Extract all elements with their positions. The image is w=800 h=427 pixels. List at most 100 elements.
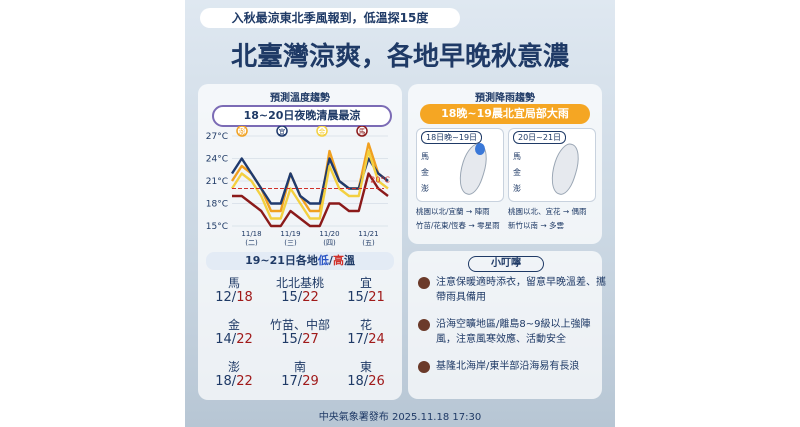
place-name: 馬 bbox=[227, 276, 240, 290]
high-temp: 26 bbox=[368, 374, 385, 389]
temp-range: 17/29 bbox=[268, 374, 332, 389]
map-shape bbox=[453, 140, 493, 198]
low-temp: 17 bbox=[281, 374, 298, 389]
title: 北臺灣涼爽，各地早晚秋意濃 bbox=[230, 42, 569, 72]
rain-box: 18日晚~19日馬金澎 bbox=[416, 128, 504, 202]
place-name: 東 bbox=[359, 360, 372, 374]
series-line bbox=[230, 142, 389, 213]
series-line bbox=[232, 172, 389, 228]
y-tick-label: 21°C bbox=[206, 177, 228, 187]
sep: / bbox=[363, 332, 369, 347]
island-label: 澎 bbox=[421, 184, 429, 193]
x-tick-label: 11/21 bbox=[358, 230, 378, 238]
tips-panel: 小叮嚀 注意保暖適時添衣，留意早晚溫差、攜帶雨具備用 沿海空曠地區/離島8~9級以… bbox=[408, 251, 606, 399]
place-name: 澎 bbox=[227, 360, 240, 374]
sep: / bbox=[363, 290, 369, 305]
sep: / bbox=[297, 290, 303, 305]
low-temp: 18 bbox=[215, 374, 232, 389]
rain-maps: 18日晚~19日馬金澎桃園以北/宜蘭 → 陣雨 竹苗/花東/恆春 → 零星雨 20日… bbox=[408, 128, 602, 244]
low-temp: 15 bbox=[347, 290, 364, 305]
rain-note: 竹苗/花東/恆春 → 零星雨 bbox=[416, 221, 500, 230]
temp-table: 馬 12/18 北北基桃 15/22 宜 15/21 金 14/22 竹苗、中部 15/27 花 17… bbox=[198, 274, 402, 399]
rain-note: 新竹以南 → 多雲 bbox=[508, 221, 565, 230]
x-tick-label: 11/18 bbox=[241, 230, 261, 238]
y-tick-label: 15°C bbox=[206, 222, 228, 232]
tip-item: 基隆北海岸/東半部沿海易有長浪 bbox=[418, 359, 608, 374]
suffix: 溫 bbox=[343, 254, 355, 267]
sep: / bbox=[297, 332, 303, 347]
period-label: 18日晚~19日 bbox=[421, 131, 483, 144]
tips-heading: 小叮嚀 bbox=[468, 256, 544, 272]
subtitle: 入秋最涼東北季風報到，低溫探15度 bbox=[200, 8, 460, 28]
map-shape bbox=[545, 140, 585, 198]
footer: 中央氣象署發布 2025.11.18 17:30 bbox=[318, 412, 482, 423]
x-day-label: (四) bbox=[323, 239, 336, 247]
period-label: 20日~21日 bbox=[513, 131, 567, 144]
legend-label: 宜 bbox=[279, 127, 286, 136]
high-word: 高 bbox=[332, 254, 344, 267]
temp-highlight: 18~20日夜晚清晨最涼 bbox=[212, 105, 392, 127]
temp-range: 18/22 bbox=[202, 374, 266, 389]
place-name: 竹苗、中部 bbox=[269, 318, 330, 332]
low-temp: 12 bbox=[215, 290, 232, 305]
legend-label: 金 bbox=[319, 127, 326, 136]
x-tick-label: 11/20 bbox=[319, 230, 339, 238]
island-label: 馬 bbox=[513, 152, 521, 161]
rain-heading: 預測降雨趨勢 bbox=[475, 93, 535, 104]
x-day-label: (二) bbox=[245, 239, 258, 247]
island-label: 金 bbox=[513, 168, 521, 177]
tip-item: 注意保暖適時添衣，留意早晚溫差、攜帶雨具備用 bbox=[418, 275, 608, 305]
high-temp: 24 bbox=[368, 332, 385, 347]
sep: / bbox=[231, 332, 237, 347]
temp-panel: 預測溫度趨勢 18~20日夜晚清晨最涼 15°C 18°C 21°C 24°C 27°C… bbox=[198, 84, 402, 400]
island-label: 澎 bbox=[513, 184, 521, 193]
temp-range: 15/22 bbox=[268, 290, 332, 305]
x-day-label: (五) bbox=[362, 239, 375, 247]
rain-note: 桃園以北、宜花 → 偶雨 bbox=[508, 207, 587, 216]
sep: / bbox=[297, 374, 303, 389]
temp-range: 18/26 bbox=[334, 374, 398, 389]
place-name: 宜 bbox=[359, 276, 372, 290]
temp-range: 15/27 bbox=[268, 332, 332, 347]
place-name: 南 bbox=[293, 360, 306, 374]
island-label: 金 bbox=[421, 168, 429, 177]
island-label: 馬 bbox=[421, 152, 429, 161]
threshold-label: 20°C bbox=[370, 176, 390, 185]
rain-box: 20日~21日馬金澎 bbox=[508, 128, 596, 202]
temp-range: 12/18 bbox=[202, 290, 266, 305]
sep: / bbox=[231, 374, 237, 389]
place-name: 花 bbox=[359, 318, 372, 332]
poster: 入秋最涼東北季風報到，低溫探15度 北臺灣涼爽，各地早晚秋意濃 預測溫度趨勢 1… bbox=[185, 0, 615, 427]
legend-icon bbox=[236, 126, 248, 137]
legend-icon bbox=[276, 126, 288, 137]
high-temp: 18 bbox=[236, 290, 253, 305]
table-title-text: 19~21日各地 bbox=[245, 254, 318, 267]
low-temp: 14 bbox=[215, 332, 232, 347]
high-temp: 21 bbox=[368, 290, 385, 305]
tip-item: 沿海空曠地區/離島8~9級以上強陣風，注意風寒效應、活動安全 bbox=[418, 317, 608, 347]
rain-note: 桃園以北/宜蘭 → 陣雨 bbox=[416, 207, 490, 216]
x-day-label: (三) bbox=[284, 239, 297, 247]
high-temp: 22 bbox=[302, 290, 319, 305]
low-temp: 18 bbox=[347, 374, 364, 389]
legend-icon bbox=[356, 126, 368, 137]
sep: / bbox=[328, 254, 333, 267]
table-title: 19~21日各地低/高溫 bbox=[206, 252, 394, 270]
place-name: 北北基桃 bbox=[275, 276, 324, 290]
temp-heading: 預測溫度趨勢 bbox=[270, 93, 330, 104]
y-tick-label: 18°C bbox=[206, 200, 228, 210]
low-temp: 15 bbox=[281, 332, 298, 347]
rain-highlight: 18晚~19晨北宜局部大雨 bbox=[420, 104, 590, 124]
temp-range: 17/24 bbox=[334, 332, 398, 347]
series-line bbox=[230, 149, 389, 220]
y-tick-label: 27°C bbox=[206, 132, 228, 142]
rain-panel: 預測降雨趨勢 18晚~19晨北宜局部大雨 18日晚~19日馬金澎桃園以北/宜蘭 … bbox=[408, 84, 602, 244]
sep: / bbox=[363, 374, 369, 389]
chart: 15°C 18°C 21°C 24°C 27°C 澎 宜 金 馬 20°C 11/18(二) 11/1… bbox=[206, 126, 390, 247]
high-temp: 27 bbox=[302, 332, 319, 347]
low-temp: 17 bbox=[347, 332, 364, 347]
legend-label: 澎 bbox=[239, 127, 246, 136]
place-name: 金 bbox=[227, 318, 240, 332]
temp-range: 15/21 bbox=[334, 290, 398, 305]
